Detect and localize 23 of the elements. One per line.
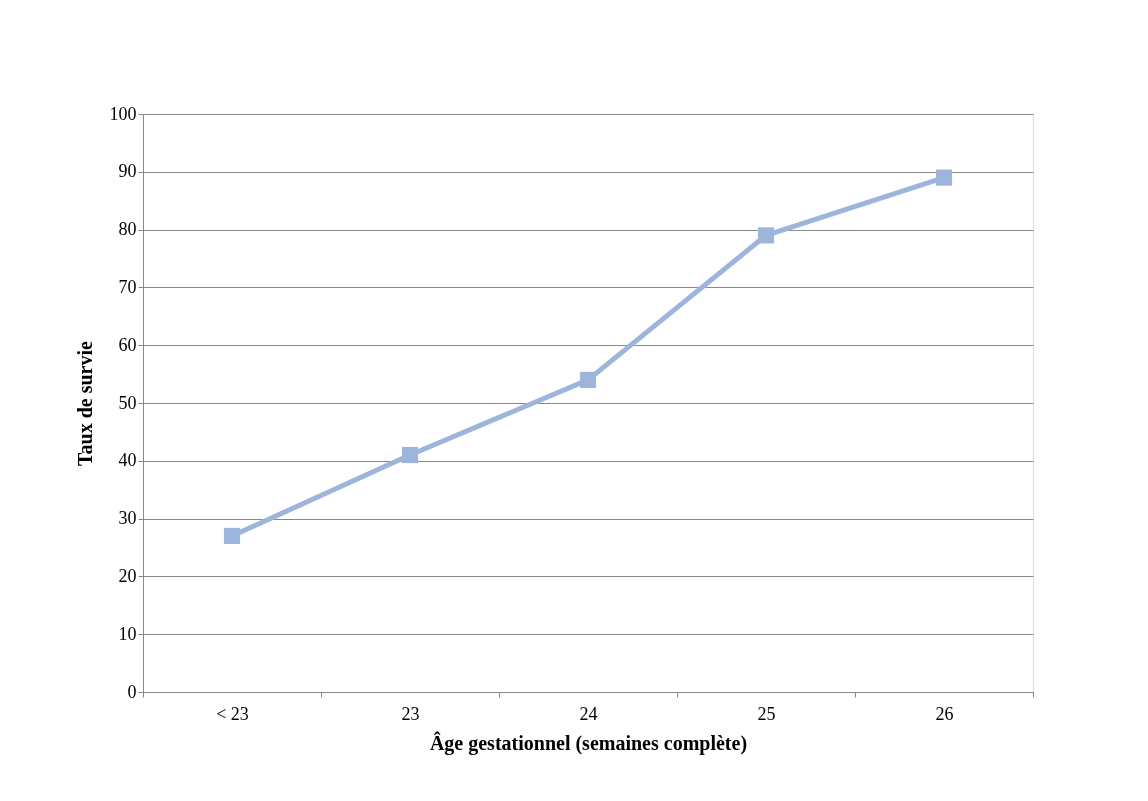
- y-tick-label: 90: [118, 161, 137, 182]
- x-tick-label: 25: [757, 703, 776, 724]
- x-tick-label: 26: [935, 703, 954, 724]
- y-tick-label: 60: [118, 334, 137, 355]
- point: [579, 371, 597, 388]
- y-tick-label: 10: [118, 623, 137, 644]
- y-tick-label: 100: [109, 103, 137, 124]
- y-tick-label: 30: [118, 508, 137, 529]
- point: [223, 527, 241, 544]
- x-tick-label: 24: [579, 703, 598, 724]
- x-axis-title: Âge gestationnel (semaines complète): [429, 730, 748, 755]
- point: [935, 169, 953, 186]
- y-tick-label: 0: [127, 681, 137, 702]
- point: [401, 446, 419, 464]
- y-axis-title: Taux de survie: [73, 340, 96, 466]
- y-tick-label: 40: [118, 450, 137, 471]
- point: [757, 227, 775, 244]
- x-tick-label: < 23: [216, 703, 249, 724]
- y-tick-label: 20: [118, 565, 137, 586]
- y-tick-label: 70: [118, 276, 137, 297]
- x-tick-label: 23: [401, 703, 420, 724]
- y-tick-label: 50: [118, 392, 137, 413]
- y-tick-label: 80: [118, 219, 137, 240]
